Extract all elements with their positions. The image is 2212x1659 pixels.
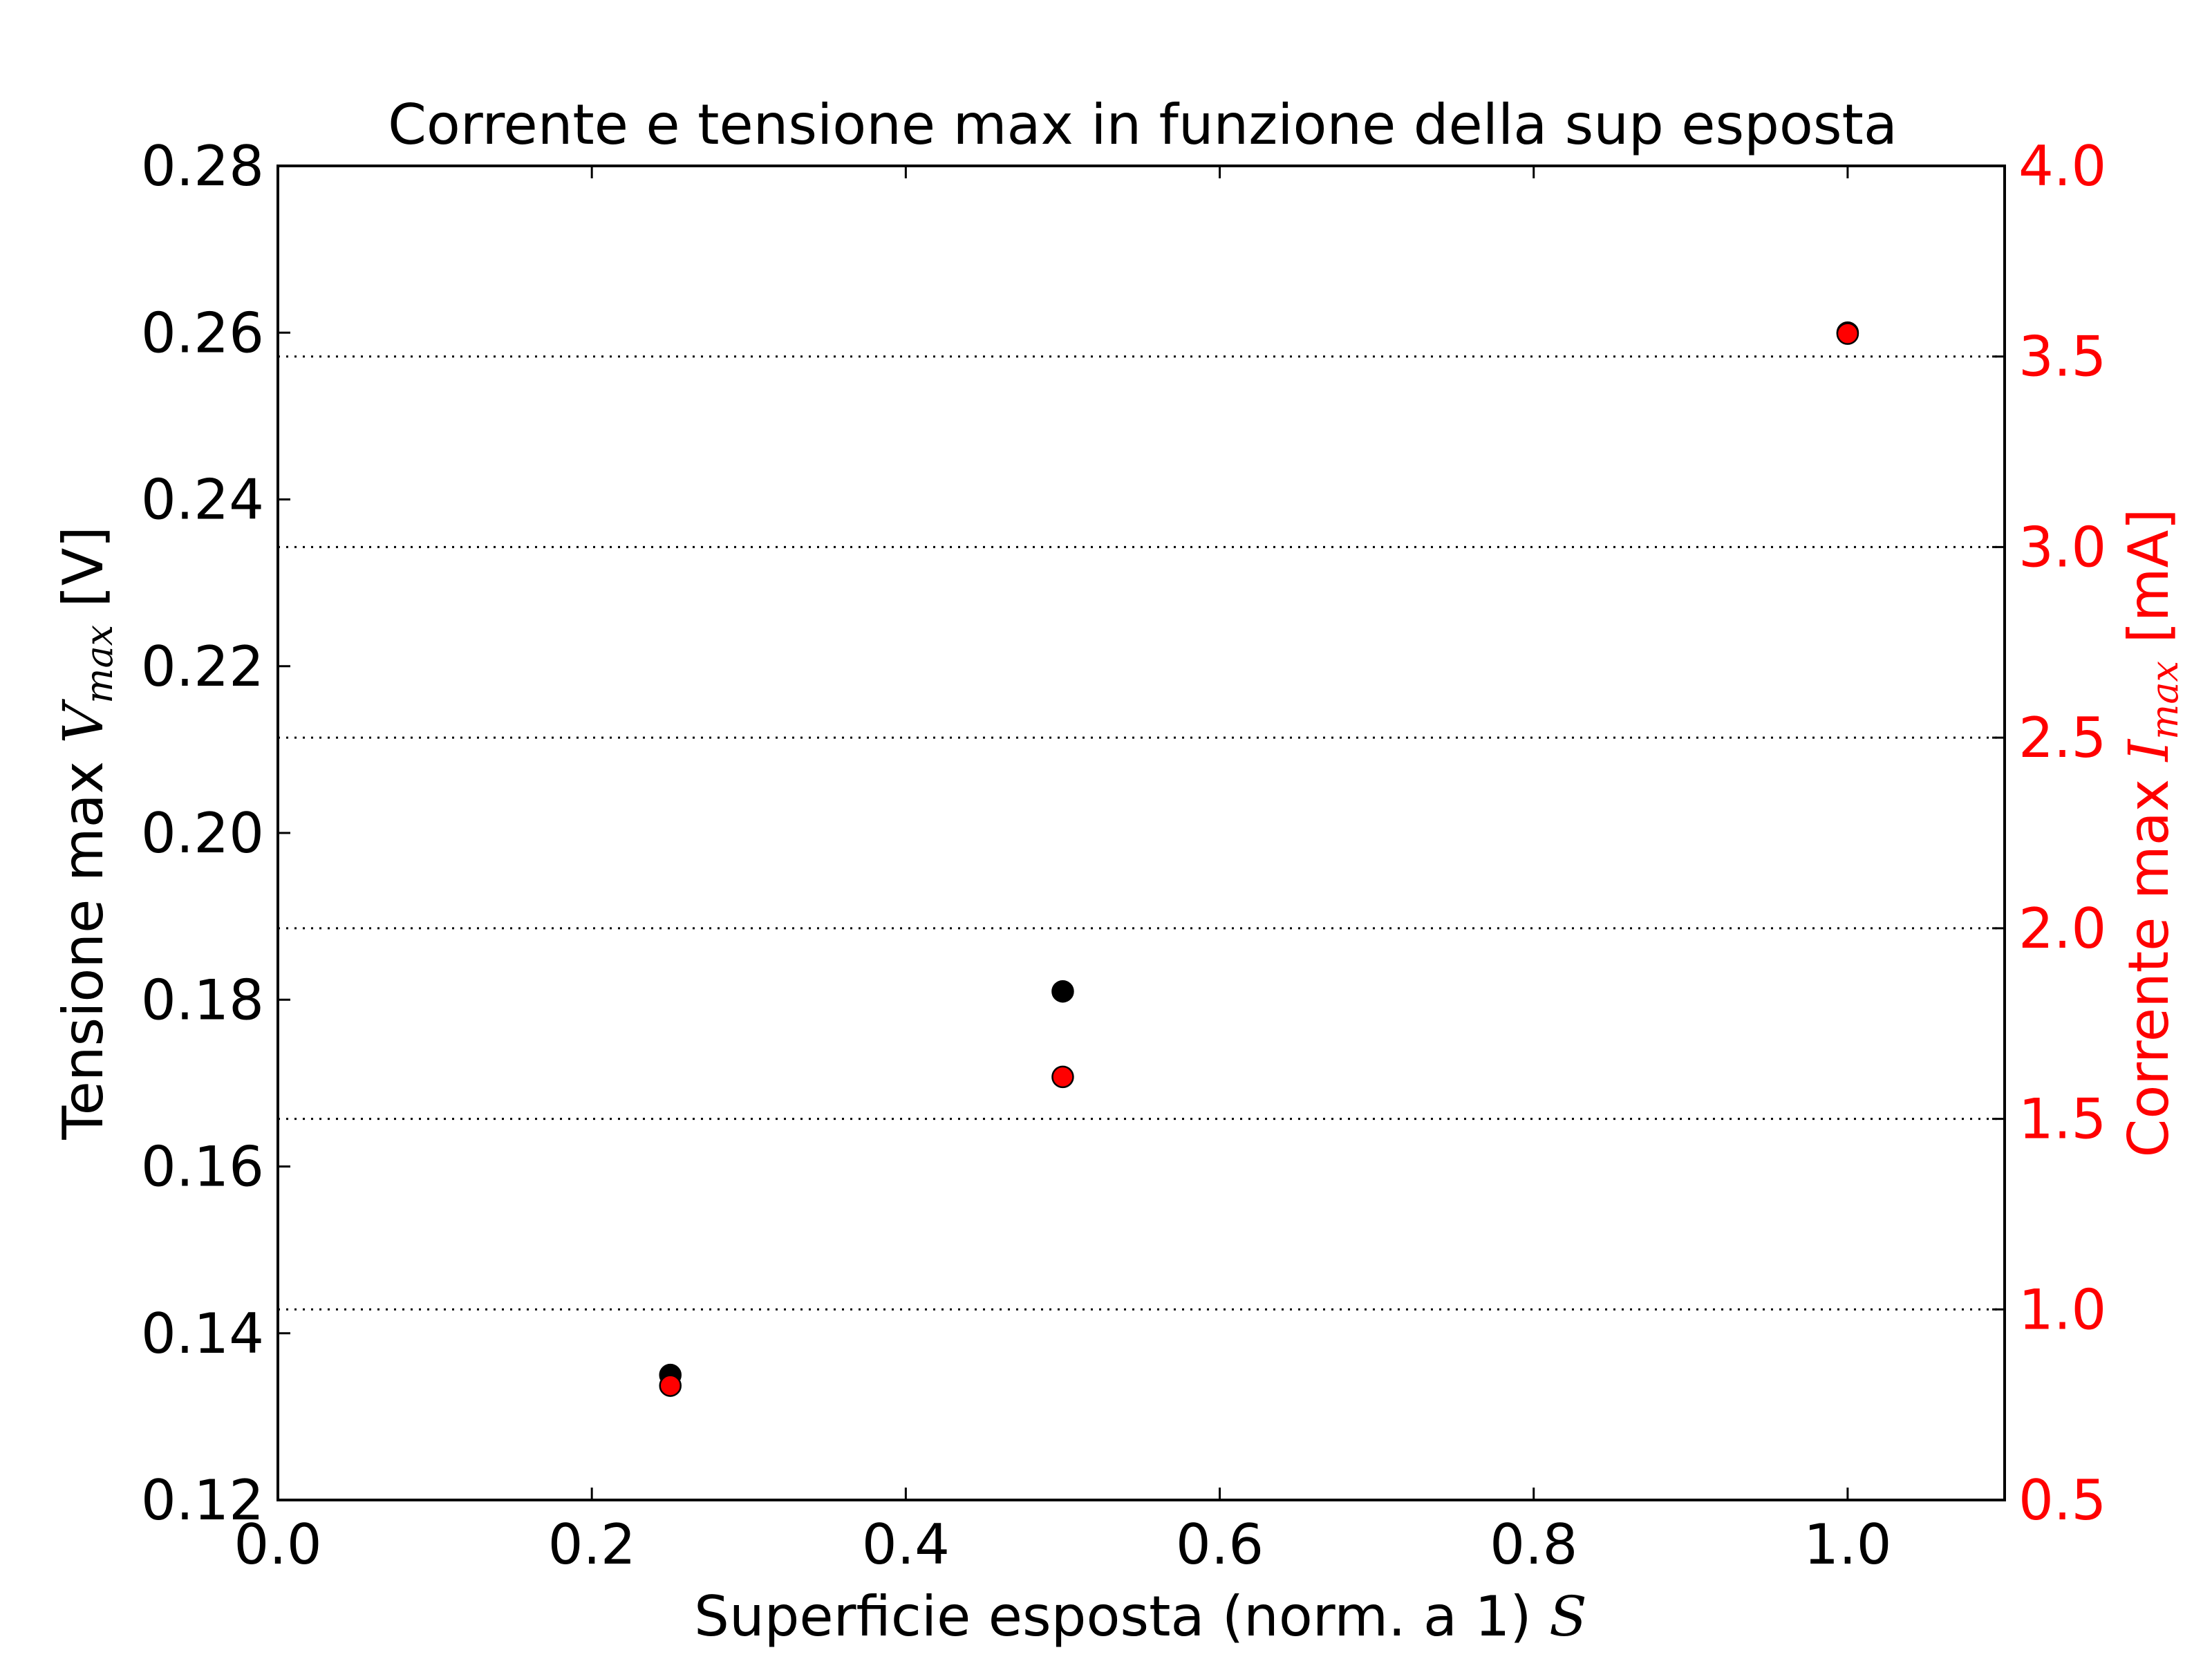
y-right-tick-label-4: 2.5	[2018, 706, 2106, 770]
y-axis-right-label-symbol: I	[2117, 738, 2181, 762]
y-axis-right-label-unit: [mA]	[2117, 508, 2181, 661]
data-points	[659, 321, 1859, 1397]
point-right-1	[1051, 1065, 1074, 1089]
point-left-1	[1051, 980, 1074, 1003]
y-axis-left-label-symbol: V	[51, 699, 115, 744]
x-tick-label-0: 0.0	[234, 1512, 321, 1577]
y-left-tick-label-7: 0.26	[141, 301, 264, 365]
grid-lines	[278, 355, 2005, 1311]
y-right-tick-label-0: 0.5	[2018, 1468, 2106, 1533]
y-right-tick-label-1: 1.0	[2018, 1277, 2106, 1342]
y-left-tick-label-2: 0.16	[141, 1135, 264, 1199]
y-axis-left-label-subscript: max	[77, 625, 121, 704]
y-left-tick-label-0: 0.12	[141, 1468, 264, 1533]
axis-ticks: 0.0 0.2 0.4 0.6 0.8 1.0 0.12 0.14 0.16 0.18 0.20 0.…	[141, 134, 2106, 1577]
y-axis-right-label: Corrente max Imax [mA]	[2117, 508, 2186, 1157]
y-axis-left-label: Tensione max Vmax [V]	[51, 526, 121, 1140]
point-right-2	[1836, 322, 1859, 345]
y-right-tick-label-6: 3.5	[2018, 325, 2106, 389]
y-right-tick-label-2: 1.5	[2018, 1087, 2106, 1152]
y-axis-left-label-text: Tensione max	[51, 744, 115, 1141]
x-axis-label: Superficie esposta (norm. a 1) S	[694, 1584, 1587, 1649]
x-tick-label-4: 0.8	[1490, 1512, 1577, 1577]
y-right-tick-label-3: 2.0	[2018, 897, 2106, 961]
chart-title: Corrente e tensione max in funzione dell…	[388, 93, 1897, 157]
y-left-tick-label-6: 0.24	[141, 468, 264, 532]
y-left-tick-label-1: 0.14	[141, 1302, 264, 1366]
y-axis-right-label-text: Corrente max	[2117, 761, 2181, 1157]
y-axis-left-label-unit: [V]	[51, 526, 115, 625]
plot-frame	[276, 165, 2006, 1501]
y-axis-right-label-subscript: max	[2143, 661, 2186, 740]
x-tick-label-1: 0.2	[548, 1512, 636, 1577]
x-tick-label-3: 0.6	[1176, 1512, 1264, 1577]
x-tick-label-5: 1.0	[1803, 1512, 1891, 1577]
y-left-tick-label-5: 0.22	[141, 635, 264, 699]
y-left-tick-label-8: 0.28	[141, 134, 264, 198]
x-tick-label-2: 0.4	[862, 1512, 950, 1577]
y-left-tick-label-4: 0.20	[141, 801, 264, 865]
y-right-tick-label-5: 3.0	[2018, 515, 2106, 579]
x-axis-label-text: Superficie esposta (norm. a 1)	[694, 1584, 1549, 1649]
y-left-tick-label-3: 0.18	[141, 968, 264, 1032]
x-axis-label-symbol: S	[1549, 1584, 1587, 1649]
y-right-tick-label-7: 4.0	[2018, 134, 2106, 198]
point-right-0	[659, 1374, 682, 1397]
